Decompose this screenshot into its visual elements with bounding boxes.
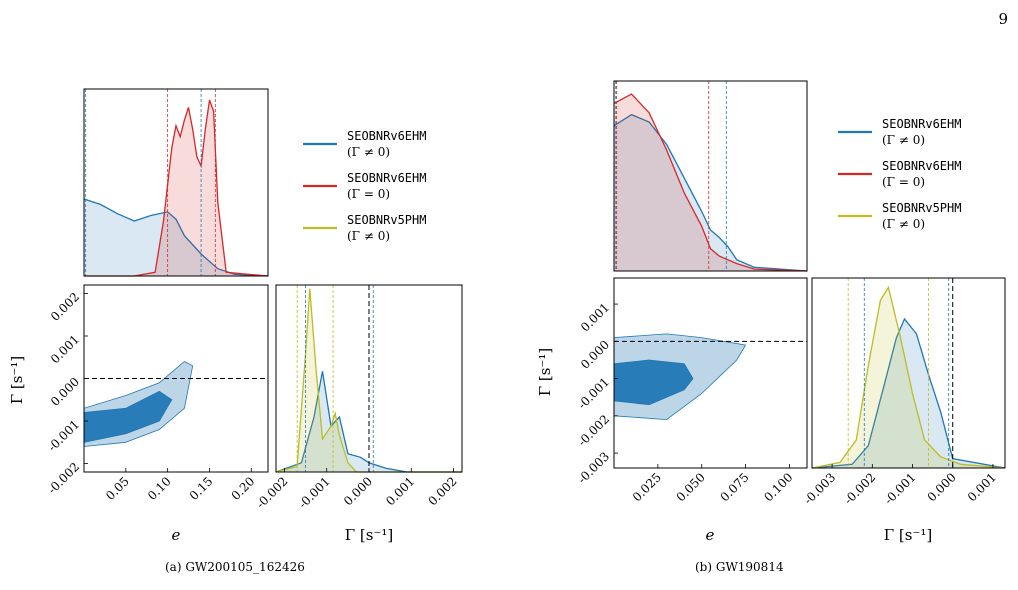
- a-marginal-e-fill-0: [84, 199, 268, 276]
- a-marginal-e-series-0: [83, 198, 269, 277]
- a-joint-ytick-label-0: -0.002: [45, 460, 82, 497]
- b-joint-xtick-label-2: 0.075: [718, 470, 752, 504]
- a-joint-ytick-label-3: 0.001: [48, 332, 82, 366]
- b-joint-ytick-label-4: 0.001: [578, 300, 612, 334]
- a-xlabel-gamma: Γ [s⁻¹]: [345, 526, 394, 544]
- b-joint-ytick-label-3: 0.000: [578, 338, 612, 372]
- a-marginal-gamma-fill-0: [276, 371, 462, 472]
- a-joint-xtick-label-2: 0.15: [187, 474, 216, 503]
- b-gamma-xtick-label-2: -0.001: [882, 470, 919, 507]
- b-marginal-gamma-series-1: [811, 285, 1006, 469]
- a-legend-sublabel-0: (Γ ≠ 0): [347, 145, 390, 159]
- b-xlabel-gamma: Γ [s⁻¹]: [884, 526, 933, 544]
- a-legend-label-1: SEOBNRv6EHM: [347, 171, 426, 185]
- b-marginal-gamma-frame: [811, 277, 1006, 469]
- b-joint-contour-1: [613, 359, 694, 406]
- b-marginal-e-fill-1: [614, 94, 807, 271]
- b-gamma-xtick-label-0: -0.003: [801, 470, 838, 507]
- a-gamma-xtick-label-0: -0.002: [254, 474, 291, 511]
- b-legend-sublabel-1: (Γ = 0): [882, 175, 925, 189]
- a-marginal-e-frame: [83, 88, 269, 277]
- a-marginal-e-fill-1: [84, 100, 268, 276]
- b-joint-ytick-label-0: -0.003: [575, 449, 612, 486]
- b-joint-ytick-label-1: -0.002: [575, 412, 612, 449]
- a-gamma-xtick-label-2: 0.000: [341, 474, 375, 508]
- caption-a: (a) GW200105_162426: [165, 560, 305, 574]
- caption-b: (b) GW190814: [695, 560, 784, 574]
- a-joint-xtick-label-3: 0.20: [229, 474, 258, 503]
- b-marginal-e-frame: [613, 80, 808, 272]
- a-joint-ytick-label-4: 0.002: [48, 290, 82, 324]
- a-legend-sublabel-2: (Γ ≠ 0): [347, 229, 390, 243]
- b-joint-ytick-label-2: -0.001: [575, 375, 612, 412]
- b-joint-xtick-label-0: 0.025: [630, 470, 664, 504]
- a-ylabel-gamma: Γ [s⁻¹]: [8, 356, 26, 405]
- a-joint-xtick-label-1: 0.10: [145, 474, 174, 503]
- a-joint-xtick-label-0: 0.05: [103, 474, 132, 503]
- b-ylabel-gamma: Γ [s⁻¹]: [536, 348, 554, 397]
- a-gamma-xtick-label-1: -0.001: [296, 474, 333, 511]
- b-legend-label-2: SEOBNRv5PHM: [882, 201, 961, 215]
- a-joint-ytick-label-2: 0.000: [48, 375, 82, 409]
- a-legend-label-0: SEOBNRv6EHM: [347, 129, 426, 143]
- b-marginal-e-fill-0: [614, 114, 807, 271]
- b-gamma-xtick-label-3: 0.000: [925, 470, 959, 504]
- a-xlabel-e: e: [172, 526, 181, 544]
- a-gamma-xtick-label-3: 0.001: [383, 474, 417, 508]
- a-marginal-gamma-series-1: [275, 288, 462, 473]
- b-joint-xtick-label-3: 0.100: [761, 470, 795, 504]
- b-gamma-xtick-label-4: 0.001: [965, 470, 999, 504]
- a-marginal-e-series-1: [84, 99, 269, 277]
- a-gamma-xtick-label-4: 0.002: [425, 474, 459, 508]
- b-legend-sublabel-0: (Γ ≠ 0): [882, 133, 925, 147]
- b-legend-label-1: SEOBNRv6EHM: [882, 159, 961, 173]
- a-legend-sublabel-1: (Γ = 0): [347, 187, 390, 201]
- b-joint-frame: [613, 277, 808, 469]
- b-joint-xtick-label-1: 0.050: [674, 470, 708, 504]
- b-marginal-gamma-fill-0: [812, 319, 1005, 468]
- b-legend-label-0: SEOBNRv6EHM: [882, 117, 961, 131]
- a-marginal-gamma-fill-1: [276, 288, 462, 472]
- a-joint-ytick-label-1: -0.001: [45, 417, 82, 454]
- b-gamma-xtick-label-1: -0.002: [841, 470, 878, 507]
- page-number: 9: [998, 10, 1008, 28]
- a-joint-contour-1: [83, 390, 173, 443]
- b-xlabel-e: e: [706, 526, 715, 544]
- b-legend-sublabel-2: (Γ ≠ 0): [882, 217, 925, 231]
- b-marginal-e-series-0: [613, 113, 808, 272]
- a-marginal-gamma-series-0: [275, 371, 462, 473]
- a-legend-label-2: SEOBNRv5PHM: [347, 213, 426, 227]
